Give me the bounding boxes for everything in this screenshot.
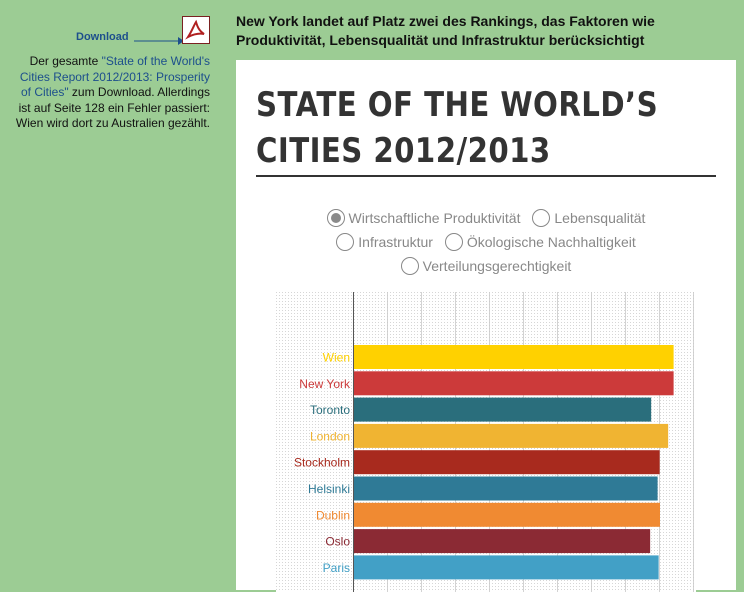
indicator-radio-group: Wirtschaftliche Produktivität Lebensqual… (236, 206, 736, 278)
radio-circle[interactable] (532, 208, 551, 227)
download-link[interactable]: Download (76, 31, 129, 43)
chart-title-line2: CITIES 2012/2013 (256, 131, 551, 171)
radio-circle[interactable] (326, 208, 345, 227)
radio-option-productivity[interactable]: Wirtschaftliche Produktivität (326, 206, 521, 230)
bar-wien[interactable] (354, 345, 674, 369)
bar-helsinki[interactable] (354, 476, 658, 501)
bar-new-york[interactable] (354, 371, 674, 396)
radio-label: Lebensqualität (554, 210, 646, 226)
category-label: Dublin (316, 508, 350, 522)
radio-circle[interactable] (336, 232, 355, 251)
radio-label: Verteilungsgerechtigkeit (422, 258, 572, 274)
radio-line-2: Infrastruktur Ökologische Nachhaltigkeit (236, 230, 736, 254)
title-divider (256, 175, 716, 177)
download-row: Download (76, 16, 214, 46)
headline: New York landet auf Platz zwei des Ranki… (236, 13, 655, 48)
sidebar: Download Der gesamte "State of the World… (0, 0, 222, 579)
desc-suffix: zum Download. Allerdings ist auf Seite 1… (15, 85, 210, 130)
radio-option-sustainability[interactable]: Ökologische Nachhaltigkeit (444, 230, 636, 254)
pdf-icon[interactable] (182, 16, 210, 44)
bar-oslo[interactable] (354, 529, 651, 554)
bar-stockholm[interactable] (354, 450, 660, 475)
arrow-right-icon (134, 37, 184, 45)
bar-toronto[interactable] (354, 397, 652, 422)
chart-panel: STATE OF THE WORLD’S CITIES 2012/2013 Wi… (236, 60, 736, 592)
bar-london[interactable] (354, 423, 669, 448)
category-label: Stockholm (294, 456, 350, 470)
sidebar-description: Der gesamte "State of the World's Cities… (8, 54, 210, 132)
bar-dublin[interactable] (354, 502, 660, 527)
chart-title-line1: STATE OF THE WORLD’S (256, 85, 659, 125)
desc-prefix: Der gesamte (29, 54, 102, 68)
radio-option-equity[interactable]: Verteilungsgerechtigkeit (400, 254, 572, 278)
radio-label: Wirtschaftliche Produktivität (348, 210, 521, 226)
bar-chart: Wien New York Toronto London Stockholm Helsin… (276, 292, 696, 592)
chart-title: STATE OF THE WORLD’S CITIES 2012/2013 (256, 82, 659, 174)
category-label: New York (299, 377, 351, 391)
category-label: Paris (323, 561, 350, 575)
category-label: Toronto (310, 403, 350, 417)
category-label: Wien (323, 351, 350, 365)
radio-label: Infrastruktur (358, 234, 433, 250)
radio-option-quality-of-life[interactable]: Lebensqualität (532, 206, 645, 230)
bar-paris[interactable] (354, 555, 659, 580)
category-label: Oslo (325, 535, 350, 549)
radio-label: Ökologische Nachhaltigkeit (466, 234, 636, 250)
radio-circle[interactable] (400, 256, 419, 275)
radio-line-1: Wirtschaftliche Produktivität Lebensqual… (236, 206, 736, 230)
radio-option-infrastructure[interactable]: Infrastruktur (336, 230, 433, 254)
category-label: London (310, 429, 350, 443)
radio-line-3: Verteilungsgerechtigkeit (236, 254, 736, 278)
category-label: Helsinki (308, 482, 350, 496)
report-link[interactable]: "State of the World's Cities Report 2012… (19, 54, 210, 99)
radio-circle[interactable] (444, 232, 463, 251)
